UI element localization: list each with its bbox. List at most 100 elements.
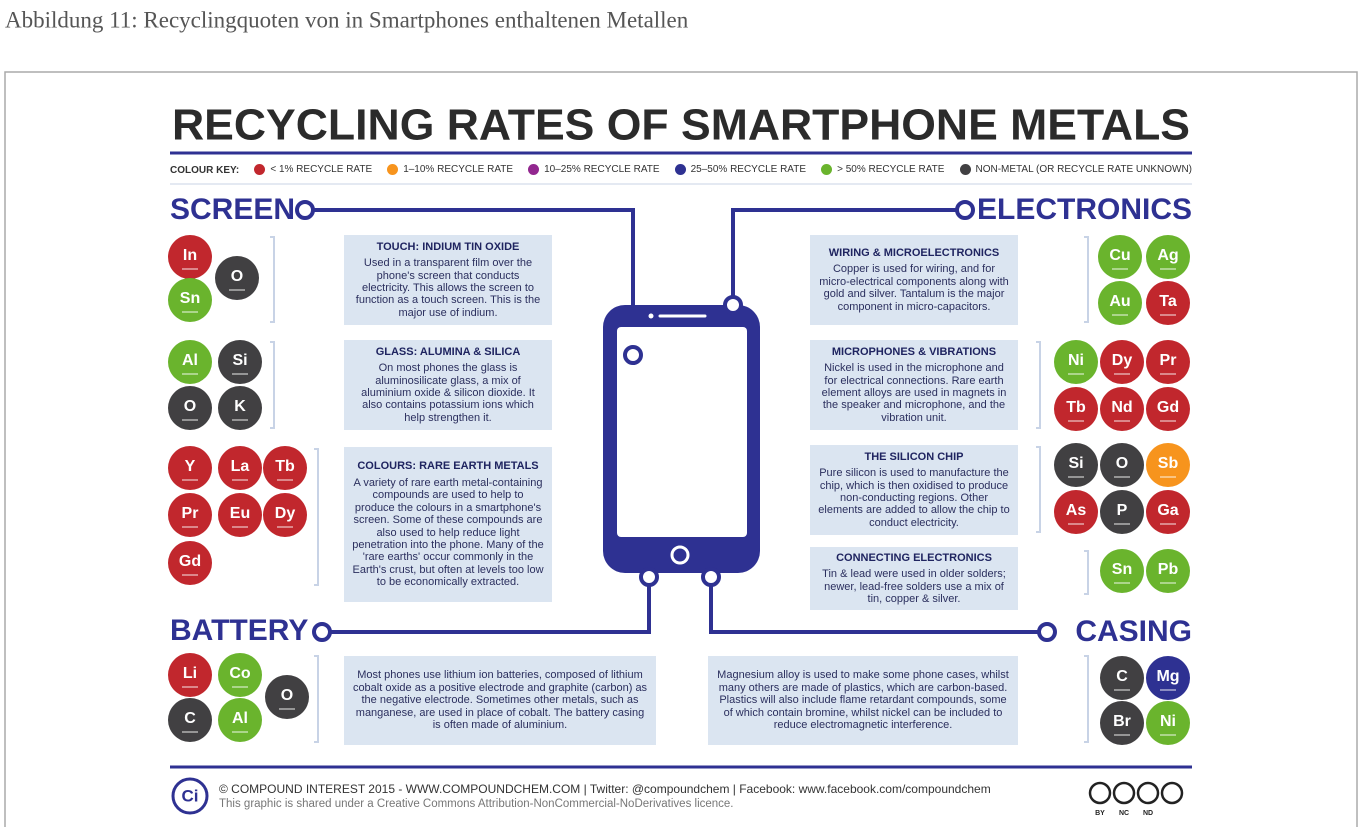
phone-camera <box>648 313 654 319</box>
element: O <box>1100 443 1144 487</box>
element: Au <box>1098 281 1142 325</box>
phone-screen <box>617 327 747 537</box>
element: Y <box>168 446 212 490</box>
badge <box>1112 781 1136 805</box>
colour-key: COLOUR KEY: < 1% RECYCLE RATE 1–10% RECYCL… <box>170 162 1192 178</box>
element: Al <box>218 698 262 742</box>
panel-text: Magnesium alloy is used to make some pho… <box>717 669 1009 732</box>
element-symbol: Eu <box>230 505 250 522</box>
key-text: > 50% RECYCLE RATE <box>837 164 945 176</box>
element-circle <box>168 340 212 384</box>
element: O <box>168 386 212 430</box>
key-item: < 1% RECYCLE RATE <box>254 164 373 176</box>
element-symbol: Gd <box>179 553 201 570</box>
element: La <box>218 446 262 490</box>
element: Ni <box>1054 340 1098 384</box>
element-symbol: O <box>1116 455 1128 472</box>
element: Tb <box>263 446 307 490</box>
info-panel: Magnesium alloy is used to make some pho… <box>708 656 1018 745</box>
element-circle <box>168 541 212 585</box>
element-symbol: Ni <box>1160 713 1176 730</box>
element: In <box>168 235 212 279</box>
section-title: ELECTRONICS <box>977 193 1192 226</box>
element-symbol: Au <box>1109 293 1130 310</box>
element-circle <box>168 386 212 430</box>
element-symbol: Dy <box>1112 352 1133 369</box>
element-symbol: Ga <box>1157 502 1178 519</box>
key-text: < 1% RECYCLE RATE <box>270 164 373 176</box>
key-item: 1–10% RECYCLE RATE <box>387 164 514 176</box>
element-circle <box>1100 340 1144 384</box>
bracket <box>1036 341 1041 429</box>
key-dot <box>254 164 266 176</box>
key-item: 25–50% RECYCLE RATE <box>674 164 807 176</box>
element-circle <box>168 446 212 490</box>
badge-label: NC <box>1119 810 1129 817</box>
connectors <box>312 208 1039 634</box>
element-circle <box>1146 340 1190 384</box>
footer-credit: © COMPOUND INTEREST 2015 - WWW.COMPOUNDC… <box>219 782 991 796</box>
element-circle <box>218 653 262 697</box>
key-text: 10–25% RECYCLE RATE <box>544 164 660 176</box>
element: As <box>1054 490 1098 534</box>
element-symbol: Pr <box>182 505 199 522</box>
element-circle <box>1146 656 1190 700</box>
element-symbol: Si <box>232 352 247 369</box>
key-dot <box>528 164 540 176</box>
element-circle <box>1146 701 1190 745</box>
element-circle <box>218 340 262 384</box>
element: Ni <box>1146 701 1190 745</box>
element-symbol: Sn <box>180 290 200 307</box>
key-item: 10–25% RECYCLE RATE <box>528 164 660 176</box>
element: Tb <box>1054 387 1098 431</box>
element-circle <box>1100 701 1144 745</box>
element-circle <box>1098 235 1142 279</box>
element-symbol: Mg <box>1156 668 1179 685</box>
element-symbol: Tb <box>1066 399 1086 416</box>
key-item: > 50% RECYCLE RATE <box>821 164 945 176</box>
element: Sb <box>1146 443 1190 487</box>
element: C <box>1100 656 1144 700</box>
element-symbol: Ag <box>1157 247 1178 264</box>
section-title: SCREEN <box>170 193 295 226</box>
element: O <box>215 256 259 300</box>
element: Br <box>1100 701 1144 745</box>
panel-heading: MICROPHONES & VIBRATIONS <box>831 345 997 358</box>
element-symbol: Gd <box>1157 399 1179 416</box>
element-symbol: Dy <box>275 505 296 522</box>
element-symbol: Si <box>1068 455 1083 472</box>
panel-heading: GLASS: ALUMINA & SILICA <box>375 345 521 358</box>
element-circle <box>1146 443 1190 487</box>
element: Sn <box>1100 549 1144 593</box>
info-panel: Most phones use lithium ion batteries, c… <box>344 656 656 745</box>
panel-heading: COLOURS: RARE EARTH METALS <box>357 460 539 473</box>
element-circle <box>168 493 212 537</box>
element-circle <box>263 446 307 490</box>
info-panel: GLASS: ALUMINA & SILICA On most phones th… <box>344 340 552 430</box>
panel-text: Tin & lead were used in older solders; n… <box>822 568 1006 605</box>
key-text: 25–50% RECYCLE RATE <box>690 164 807 176</box>
element: Dy <box>263 493 307 537</box>
element-symbol: Al <box>232 710 248 727</box>
badge <box>1160 781 1184 805</box>
element-circle <box>1146 281 1190 325</box>
element-symbol: Tb <box>275 458 295 475</box>
element: Gd <box>168 541 212 585</box>
element-symbol: Ni <box>1068 352 1084 369</box>
key-text: 1–10% RECYCLE RATE <box>403 164 514 176</box>
element-circle <box>218 446 262 490</box>
element: Gd <box>1146 387 1190 431</box>
panel-text: Used in a transparent film over the phon… <box>355 257 541 319</box>
caption: Abbildung 11: Recyclingquoten von in Sma… <box>5 7 689 32</box>
element: Dy <box>1100 340 1144 384</box>
element-circle <box>1098 281 1142 325</box>
panel-text: Nickel is used in the microphone and for… <box>821 362 1007 424</box>
element-symbol: O <box>281 687 293 704</box>
element: Mg <box>1146 656 1190 700</box>
element-circle <box>1054 490 1098 534</box>
element-circle <box>1054 443 1098 487</box>
element-circle <box>218 698 262 742</box>
element: Si <box>1054 443 1098 487</box>
bracket <box>270 341 275 429</box>
element-circle <box>168 698 212 742</box>
